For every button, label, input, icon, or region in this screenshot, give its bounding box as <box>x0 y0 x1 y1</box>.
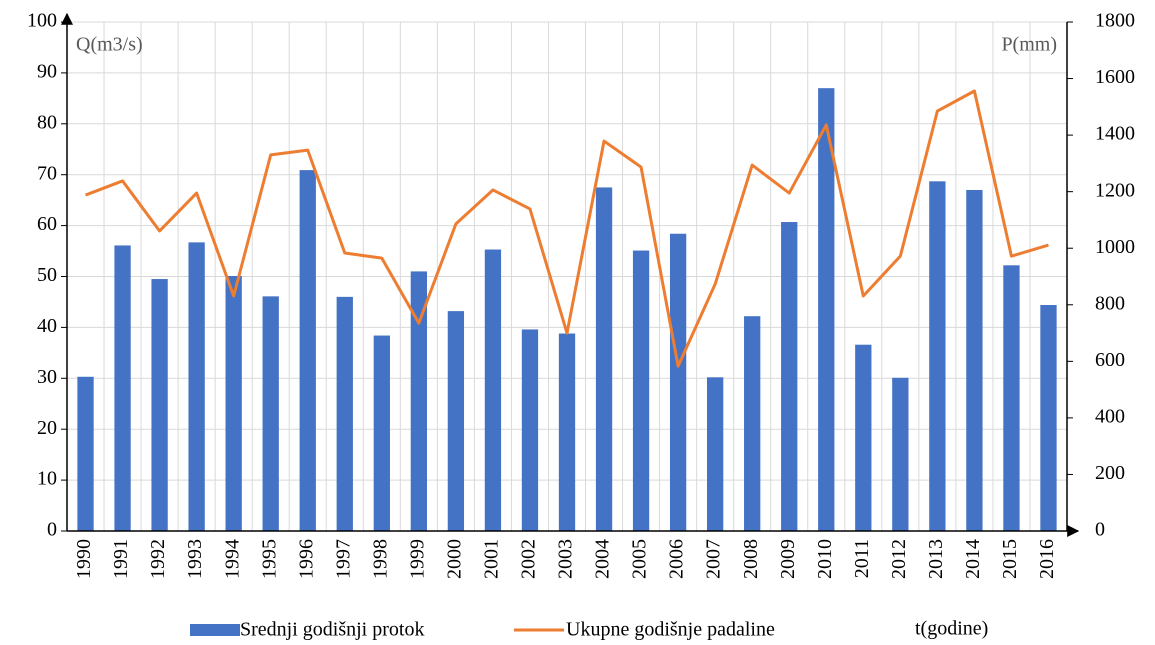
y2-axis-label: P(mm) <box>1001 34 1057 56</box>
bar <box>225 275 242 531</box>
y2-tick-label: 800 <box>1095 292 1125 314</box>
y2-tick-label: 1600 <box>1095 66 1135 88</box>
bar <box>410 271 427 531</box>
bar <box>707 377 724 531</box>
x-tick-label: 2000 <box>443 539 465 579</box>
y-tick-label: 30 <box>37 366 57 388</box>
y2-tick-label: 0 <box>1095 519 1105 541</box>
bar <box>1040 305 1057 531</box>
x-tick-label: 2011 <box>851 539 873 578</box>
x-tick-label: 2013 <box>925 539 947 579</box>
x-tick-label: 2015 <box>999 539 1021 579</box>
bar <box>151 279 168 531</box>
x-tick-label: 1991 <box>110 539 132 579</box>
x-tick-label: 2004 <box>592 539 614 579</box>
y-tick-label: 10 <box>37 468 57 490</box>
x-tick-label: 1993 <box>184 539 206 579</box>
bar <box>521 329 539 531</box>
x-tick-label: 2010 <box>814 539 836 579</box>
bar <box>781 222 798 532</box>
bar <box>558 333 576 531</box>
x-tick-label: 1995 <box>258 539 280 579</box>
x-tick-label: 1990 <box>73 539 95 579</box>
bar <box>929 181 946 531</box>
x-tick-label: 1997 <box>332 539 354 579</box>
y-axis-label: Q(m3/s) <box>76 34 143 56</box>
y-tick-label: 80 <box>37 111 57 133</box>
y-tick-label: 90 <box>37 60 57 82</box>
y-tick-label: 60 <box>37 213 57 235</box>
bar <box>595 187 613 532</box>
x-tick-label: 2014 <box>962 539 984 579</box>
y2-tick-label: 400 <box>1095 405 1125 427</box>
y2-tick-label: 1200 <box>1095 179 1135 201</box>
bar <box>855 344 872 531</box>
y2-tick-label: 200 <box>1095 462 1125 484</box>
bar <box>77 376 94 531</box>
x-tick-label: 2006 <box>666 539 688 579</box>
marks <box>77 88 1057 532</box>
x-axis-label: t(godine) <box>915 618 988 640</box>
x-tick-label: 1994 <box>221 539 243 579</box>
bar <box>744 316 761 531</box>
bar <box>669 233 687 531</box>
x-tick-label: 2007 <box>703 539 725 579</box>
y2-tick-label: 1800 <box>1095 10 1135 32</box>
x-tick-label: 2009 <box>777 539 799 579</box>
bar <box>114 245 131 532</box>
bar <box>299 170 316 531</box>
y-tick-label: 40 <box>37 315 57 337</box>
x-tick-label: 2012 <box>888 539 910 579</box>
legend-swatch <box>190 624 240 636</box>
bar <box>892 377 909 531</box>
y2-tick-label: 1400 <box>1095 123 1135 145</box>
bar <box>1003 265 1020 531</box>
y2-tick-label: 1000 <box>1095 236 1135 258</box>
y-tick-label: 0 <box>47 519 57 541</box>
y-tick-label: 100 <box>27 10 57 32</box>
y2-tick-label: 600 <box>1095 349 1125 371</box>
x-tick-label: 1999 <box>406 539 428 579</box>
y-tick-label: 20 <box>37 417 57 439</box>
bar <box>262 296 279 531</box>
x-tick-label: 2001 <box>481 539 503 579</box>
x-tick-label: 1996 <box>295 539 317 579</box>
legend-label: Ukupne godišnje padaline <box>566 619 775 641</box>
y-tick-label: 70 <box>37 162 57 184</box>
x-tick-label: 2016 <box>1036 539 1058 579</box>
bar <box>447 311 465 531</box>
bar <box>632 250 650 531</box>
bar <box>336 296 353 531</box>
bar <box>373 335 390 531</box>
x-tick-label: 2002 <box>518 539 540 579</box>
y-tick-label: 50 <box>37 264 57 286</box>
legend-label: Srednji godišnji protok <box>240 619 424 641</box>
bar <box>818 88 835 532</box>
line <box>84 89 1049 368</box>
x-tick-label: 1998 <box>369 539 391 579</box>
x-tick-label: 2005 <box>629 539 651 579</box>
x-tick-label: 1992 <box>147 539 169 579</box>
x-tick-label: 2008 <box>740 539 762 579</box>
bar <box>966 189 983 531</box>
bar <box>484 249 502 531</box>
bar <box>188 242 205 531</box>
x-tick-label: 2003 <box>555 539 577 579</box>
